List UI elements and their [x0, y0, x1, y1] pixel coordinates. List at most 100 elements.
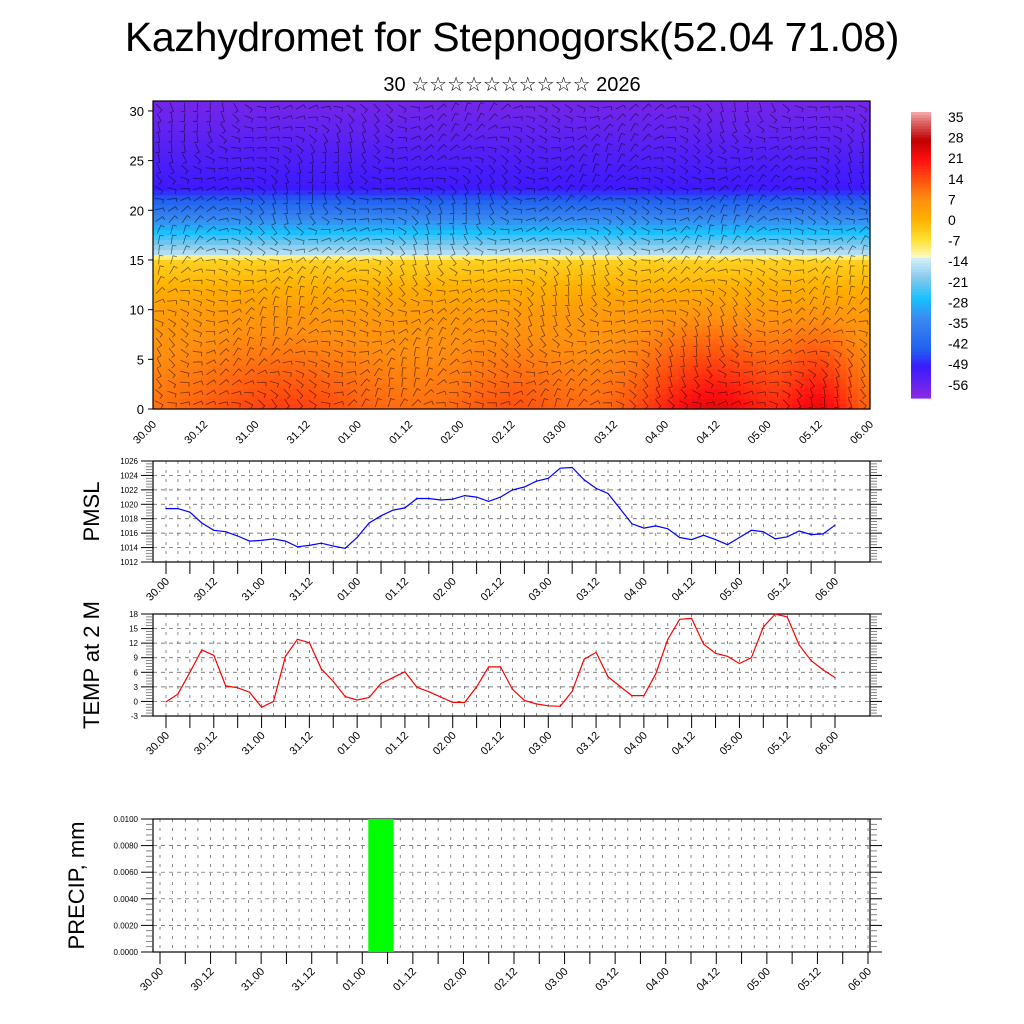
field-cell [248, 389, 256, 395]
field-cell [242, 389, 250, 395]
field-cell [469, 404, 477, 410]
field-cell [254, 175, 262, 182]
field-cell [212, 389, 220, 395]
field-cell [308, 165, 315, 172]
field-cell [344, 369, 351, 375]
field-cell [517, 101, 525, 107]
field-cell [601, 274, 608, 281]
field-cell [164, 304, 172, 311]
field-cell [397, 404, 405, 410]
field-cell [559, 304, 566, 311]
field-cell [332, 255, 339, 261]
field-cell [392, 349, 399, 355]
field-cell [421, 120, 429, 127]
field-cell [176, 175, 184, 182]
field-cell [427, 210, 435, 216]
field-cell [296, 145, 303, 152]
field-cell [427, 279, 435, 286]
field-cell [595, 279, 602, 286]
field-cell [547, 319, 554, 326]
field-cell [607, 115, 614, 122]
field-cell [559, 309, 566, 316]
field-cell [272, 349, 280, 355]
field-cell [320, 359, 327, 365]
field-cell [547, 259, 554, 266]
field-cell [248, 399, 256, 405]
field-cell [284, 339, 292, 346]
field-cell [433, 304, 441, 311]
field-cell [517, 284, 525, 291]
field-cell [308, 304, 315, 311]
field-cell [505, 195, 513, 201]
field-cell [194, 125, 202, 132]
field-cell [158, 374, 166, 380]
field-cell [326, 135, 333, 142]
field-cell [338, 225, 345, 231]
field-cell [565, 374, 572, 380]
field-cell [200, 389, 208, 395]
field-cell [158, 354, 166, 360]
field-cell [457, 324, 465, 331]
field-cell [350, 140, 357, 147]
field-cell [607, 339, 614, 346]
field-cell [380, 150, 387, 157]
field-cell [272, 259, 280, 266]
field-cell [254, 349, 262, 355]
field-cell [427, 240, 435, 246]
field-cell [427, 200, 435, 206]
field-cell [326, 349, 333, 355]
field-cell [224, 115, 232, 122]
field-cell [362, 299, 369, 306]
field-cell [236, 225, 244, 231]
field-cell [194, 220, 202, 226]
field-cell [374, 235, 381, 241]
field-cell [571, 220, 578, 226]
field-cell [457, 399, 465, 405]
field-cell [188, 259, 196, 266]
field-cell [541, 304, 548, 311]
field-cell [547, 314, 554, 321]
field-cell [242, 125, 250, 132]
field-cell [362, 389, 369, 395]
field-cell [463, 299, 471, 306]
field-cell [308, 255, 315, 261]
field-cell [332, 130, 339, 137]
field-cell [439, 155, 447, 162]
field-cell [212, 374, 220, 380]
field-cell [368, 110, 375, 117]
field-cell [374, 354, 381, 360]
field-cell [511, 329, 519, 336]
field-cell [589, 255, 596, 261]
field-cell [164, 185, 172, 192]
field-cell [153, 389, 160, 395]
field-cell [409, 245, 417, 251]
field-cell [284, 120, 292, 127]
field-cell [607, 319, 614, 326]
field-cell [170, 115, 178, 122]
field-cell [511, 359, 519, 365]
field-cell [350, 259, 357, 266]
field-cell [469, 349, 477, 355]
field-cell [242, 205, 250, 211]
field-cell [421, 165, 429, 172]
field-cell [475, 304, 483, 311]
field-cell [206, 145, 214, 152]
field-cell [266, 200, 274, 206]
field-cell [523, 160, 531, 167]
field-cell [350, 215, 357, 221]
field-cell [577, 225, 584, 231]
field-cell [236, 215, 244, 221]
field-cell [577, 304, 584, 311]
field-cell [320, 165, 327, 172]
field-cell [607, 294, 614, 301]
field-cell [290, 339, 297, 346]
field-cell [194, 240, 202, 246]
field-cell [511, 240, 519, 246]
field-cell [613, 130, 620, 137]
field-cell [356, 165, 363, 172]
field-cell [433, 344, 441, 350]
field-cell [308, 120, 315, 127]
field-cell [553, 354, 560, 360]
field-cell [362, 399, 369, 405]
field-cell [350, 230, 357, 236]
